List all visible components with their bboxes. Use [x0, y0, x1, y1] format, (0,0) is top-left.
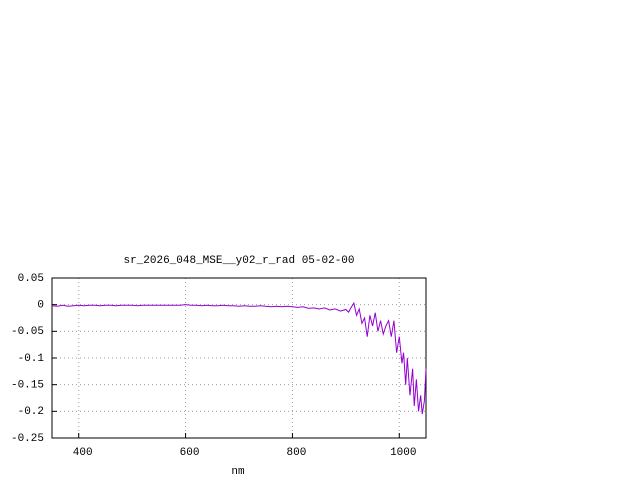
y-tick-label: -0.05: [11, 326, 44, 338]
y-tick-label: -0.15: [11, 380, 44, 392]
plot-border: [51, 277, 427, 439]
chart-title: sr_2026_048_MSE__y02_r_rad 05-02-00: [123, 255, 354, 267]
x-tick-label: 400: [73, 447, 93, 459]
y-tick-label: 0.05: [18, 273, 44, 285]
x-tick-label: 600: [180, 447, 200, 459]
x-axis-label: nm: [231, 466, 245, 478]
data-line: [51, 301, 427, 415]
x-tick-label: 1000: [390, 447, 416, 459]
y-tick-label: -0.1: [18, 353, 45, 365]
y-tick-label: -0.2: [18, 406, 44, 418]
x-tick-label: 800: [287, 447, 307, 459]
y-tick-label: -0.25: [11, 433, 44, 445]
y-tick-label: 0: [37, 300, 44, 312]
